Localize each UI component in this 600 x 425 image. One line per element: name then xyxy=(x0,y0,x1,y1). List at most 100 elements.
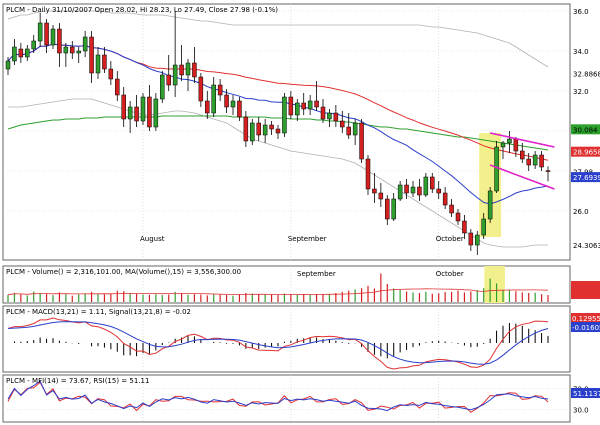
month-label: October xyxy=(436,235,464,243)
candle-body xyxy=(423,176,429,196)
candle-body xyxy=(372,188,377,194)
value-label-box xyxy=(571,404,600,415)
candle-body xyxy=(224,94,229,108)
value-label: 27.6939 xyxy=(573,174,600,182)
candle-body xyxy=(89,36,94,74)
month-label: September xyxy=(297,270,336,278)
candle-body xyxy=(397,184,403,200)
candle-body xyxy=(37,22,43,42)
candle-body xyxy=(365,158,371,190)
candle-body xyxy=(314,100,319,108)
volume-bars xyxy=(7,266,549,303)
candle-body xyxy=(346,126,351,136)
volume-title: PLCM - Volume() = 2,316,101.00, MA(Volum… xyxy=(6,268,241,276)
candle-body xyxy=(230,100,236,108)
candle-body xyxy=(359,122,364,160)
candle-body xyxy=(520,150,525,160)
value-label-box xyxy=(571,166,600,177)
candle-body xyxy=(250,122,255,142)
candle-body xyxy=(442,192,448,206)
candle-body xyxy=(134,106,139,122)
candle-body xyxy=(147,96,152,128)
candle-body xyxy=(5,60,11,70)
price-panel: PLCM - Daily 31/10/2007 Open 28.02, Hi 2… xyxy=(2,3,600,261)
candle-body xyxy=(63,46,69,54)
candle-body xyxy=(417,186,422,196)
candle-body xyxy=(243,116,249,142)
candle-body xyxy=(449,204,454,214)
candle-body xyxy=(539,154,544,168)
candle-body xyxy=(70,46,75,54)
price-tick-label: 36.0 xyxy=(573,8,589,16)
price-title: PLCM - Daily 31/10/2007 Open 28.02, Hi 2… xyxy=(6,6,278,14)
candle-body xyxy=(44,22,49,46)
macd-line xyxy=(7,317,549,370)
price-tick-label: 34.0 xyxy=(573,48,589,56)
candle-body xyxy=(404,184,409,194)
candle-body xyxy=(76,50,81,54)
value-label-box xyxy=(571,239,600,250)
candle-body xyxy=(282,96,287,134)
oscillator-panel: PLCM - MFI(14) = 73.67, RSI(15) = 51.11 … xyxy=(2,374,600,423)
candle-body xyxy=(237,100,242,118)
candle-body xyxy=(262,124,268,136)
candle-body xyxy=(31,40,36,50)
macd-panel: PLCM - MACD(13,21) = 1.11, Signal(13,21,… xyxy=(2,305,600,373)
oscillator-title: PLCM - MFI(14) = 73.67, RSI(15) = 51.11 xyxy=(6,377,149,385)
value-label-box xyxy=(571,68,600,79)
candle-body xyxy=(507,138,512,144)
candle-body xyxy=(513,138,519,152)
candle-body xyxy=(275,128,281,134)
band-line xyxy=(8,98,548,248)
month-label: August xyxy=(140,235,165,243)
candle-body xyxy=(172,64,178,86)
candle-body xyxy=(95,54,101,74)
value-label-box xyxy=(571,172,600,183)
oscillator-gridlines xyxy=(3,375,570,422)
candle-body xyxy=(327,112,332,120)
ma-200-line xyxy=(7,115,549,151)
value-label-box xyxy=(571,146,600,157)
candle-body xyxy=(102,54,107,70)
volume-highlight xyxy=(484,266,505,303)
candle-body xyxy=(179,64,184,76)
candle-body xyxy=(333,112,339,122)
candle-body xyxy=(468,232,474,246)
candle-body xyxy=(410,186,416,194)
volume-panel: September October PLCM - Volume() = 2,316… xyxy=(2,265,600,304)
value-label: 30.0 xyxy=(573,407,589,415)
value-label-box xyxy=(571,313,600,323)
candle-body xyxy=(352,122,358,136)
candle-body xyxy=(500,142,506,148)
candle-body xyxy=(153,98,159,128)
candle-body xyxy=(50,28,56,46)
month-label: October xyxy=(436,270,464,278)
macd-value-labels: 0.129555-0.01605 xyxy=(571,313,600,332)
candle-body xyxy=(185,62,191,76)
channel-line xyxy=(489,164,555,190)
candle-body xyxy=(385,198,390,220)
candle-body xyxy=(462,220,467,234)
month-axis: August September October xyxy=(140,235,464,243)
candle-body xyxy=(256,122,261,136)
trend-channel xyxy=(489,132,555,190)
candle-body xyxy=(378,192,384,200)
candle-body xyxy=(18,48,24,58)
signal-line xyxy=(7,321,549,365)
candlesticks xyxy=(5,11,551,255)
candle-body xyxy=(115,78,120,96)
candle-body xyxy=(301,102,306,110)
candle-body xyxy=(127,106,133,120)
candle-body xyxy=(526,158,531,166)
candle-body xyxy=(494,146,499,192)
candle-body xyxy=(166,74,171,86)
candle-body xyxy=(391,198,396,220)
macd-histogram xyxy=(13,323,549,359)
candle-body xyxy=(140,96,146,122)
candle-body xyxy=(288,96,294,116)
candle-body xyxy=(545,170,551,172)
candle-body xyxy=(108,68,114,80)
candle-body xyxy=(217,84,223,96)
